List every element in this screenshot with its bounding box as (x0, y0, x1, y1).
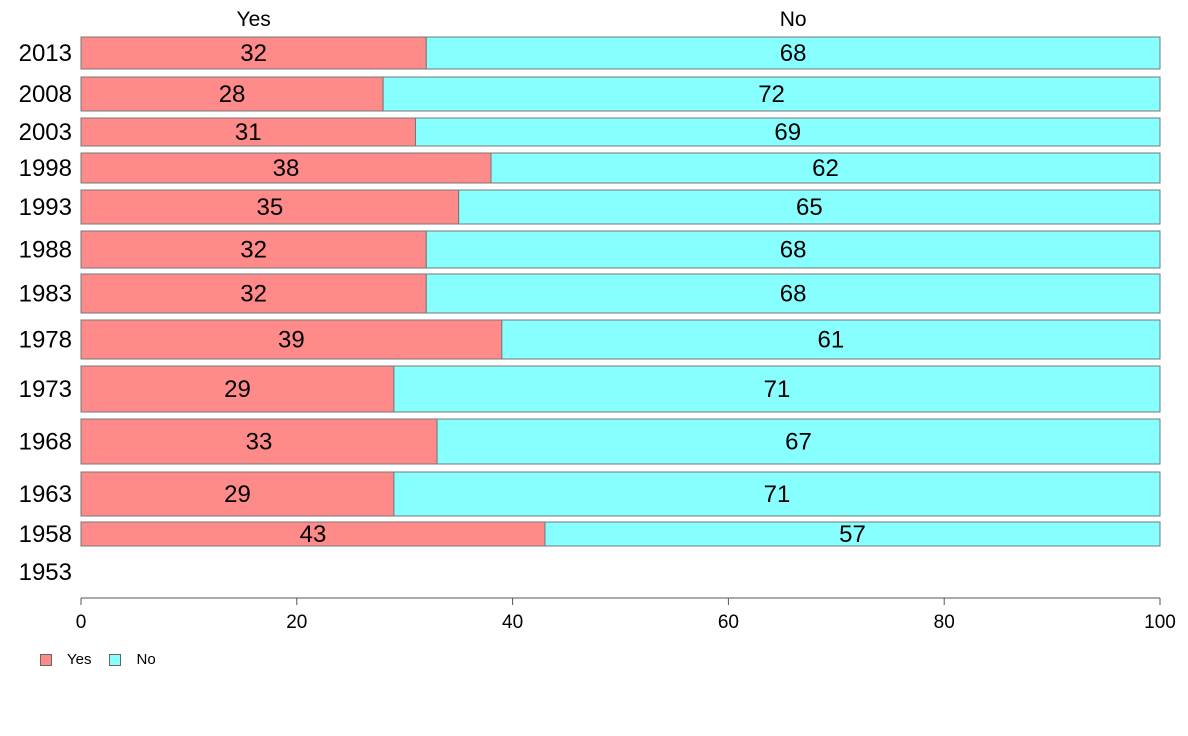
bar-segment-no (393, 365, 1161, 413)
x-tick-label: 100 (1144, 612, 1176, 633)
x-tick-label: 0 (76, 612, 87, 633)
y-tick-label: 1988 (19, 237, 72, 264)
x-tick-label: 60 (718, 612, 739, 633)
y-tick-label: 2003 (19, 119, 72, 146)
bar-segment-no (501, 319, 1161, 360)
bar-segment-no (425, 36, 1161, 70)
column-header-yes: Yes (237, 8, 271, 31)
data-label: 32 (240, 237, 267, 264)
y-tick-label: 1953 (19, 559, 72, 586)
bar-segment-no (458, 189, 1161, 225)
y-tick-label: 1998 (19, 155, 72, 182)
y-tick-label: 1963 (19, 481, 72, 508)
bar-segment-yes (80, 117, 416, 147)
y-tick-label: 1993 (19, 194, 72, 221)
data-label: 61 (818, 327, 845, 354)
y-tick-label: 1973 (19, 376, 72, 403)
data-label: 29 (224, 376, 251, 403)
y-tick-label: 2008 (19, 81, 72, 108)
data-label: 67 (785, 429, 812, 456)
data-label: 72 (758, 81, 785, 108)
y-tick-label: 1958 (19, 521, 72, 548)
legend: Yes No (40, 651, 174, 668)
bar-segment-yes (80, 365, 395, 413)
bar-segment-yes (80, 273, 427, 314)
y-tick-label: 1978 (19, 327, 72, 354)
data-label: 71 (764, 376, 791, 403)
data-label: 68 (780, 237, 807, 264)
data-label: 32 (240, 40, 267, 67)
legend-item-yes: Yes (40, 651, 91, 668)
data-label: 35 (256, 194, 283, 221)
bar-segment-no (414, 117, 1161, 147)
bar-segment-yes (80, 189, 460, 225)
data-label: 62 (812, 155, 839, 182)
data-label: 33 (246, 429, 273, 456)
bar-segment-no (490, 152, 1161, 184)
y-tick-label: 1983 (19, 281, 72, 308)
bar-segment-yes (80, 418, 438, 465)
data-label: 32 (240, 281, 267, 308)
legend-swatch-no (109, 653, 122, 666)
bar-segment-no (393, 471, 1161, 517)
data-label: 31 (235, 119, 262, 146)
data-label: 38 (273, 155, 300, 182)
bar-segment-yes (80, 36, 427, 70)
column-header-no: No (780, 8, 807, 31)
x-tick-label: 20 (286, 612, 307, 633)
data-label: 69 (774, 119, 801, 146)
legend-swatch-yes (40, 653, 52, 666)
bar-segment-yes (80, 76, 384, 112)
data-label: 68 (780, 40, 807, 67)
legend-label-yes: Yes (67, 651, 92, 668)
bar-segment-no (544, 521, 1161, 547)
bar-segment-no (425, 273, 1161, 314)
data-label: 57 (839, 521, 866, 548)
x-tick-label: 80 (934, 612, 955, 633)
bar-segment-no (436, 418, 1161, 465)
y-tick-label: 1968 (19, 429, 72, 456)
y-tick-label: 2013 (19, 40, 72, 67)
bar-segment-yes (80, 152, 492, 184)
data-label: 29 (224, 481, 251, 508)
legend-label-no: No (136, 651, 156, 668)
data-label: 65 (796, 194, 823, 221)
x-tick-label: 40 (502, 612, 523, 633)
data-label: 68 (780, 281, 807, 308)
data-label: 43 (300, 521, 327, 548)
legend-item-no: No (109, 651, 156, 668)
bar-segment-no (425, 230, 1161, 269)
data-label: 28 (219, 81, 246, 108)
bar-segment-no (382, 76, 1161, 112)
bar-segment-yes (80, 471, 395, 517)
bar-segment-yes (80, 521, 546, 547)
data-label: 71 (764, 481, 791, 508)
data-label: 39 (278, 327, 305, 354)
